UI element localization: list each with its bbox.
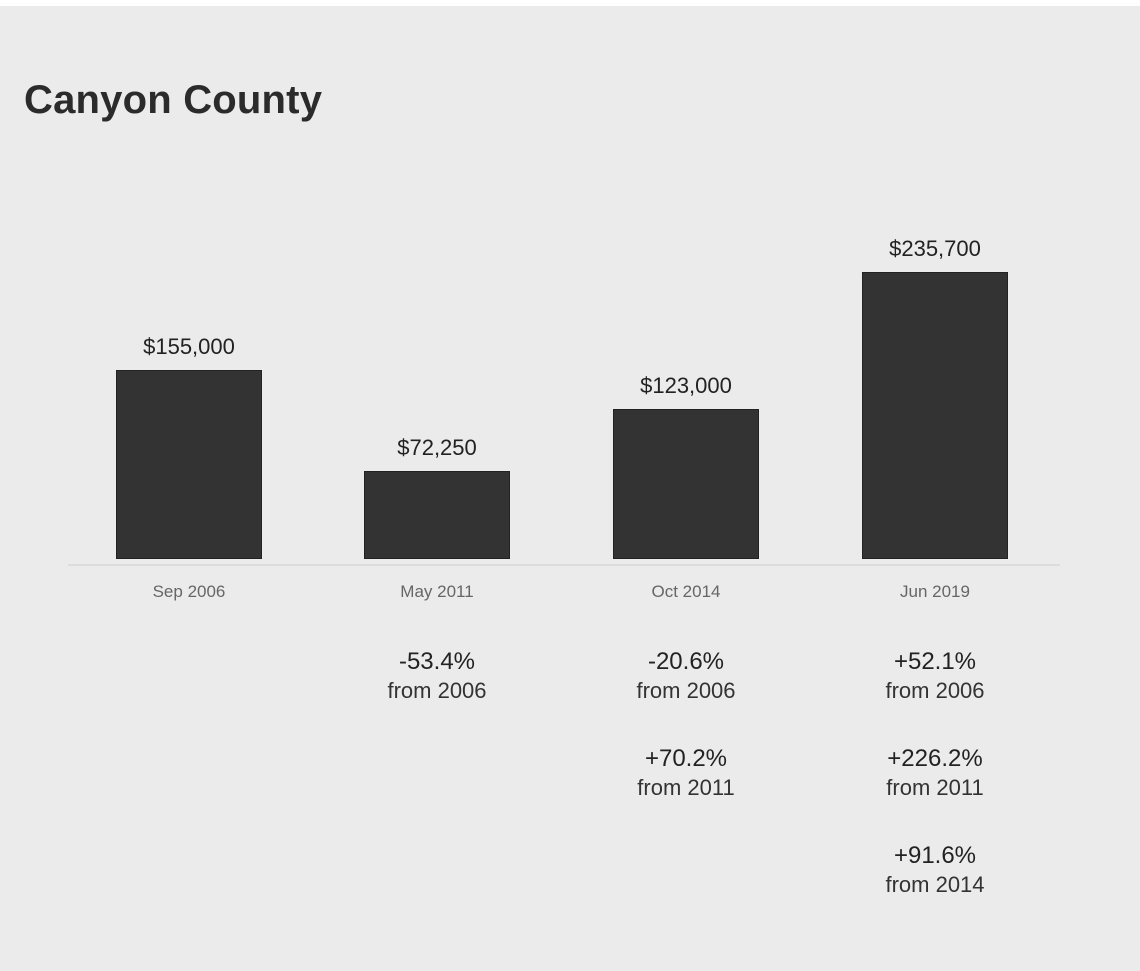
x-tick-label: Sep 2006 xyxy=(152,582,226,601)
change-reference: from 2014 xyxy=(885,872,985,897)
change-annotation: -53.4% from 2006 xyxy=(337,647,537,705)
x-tick-label: Jun 2019 xyxy=(900,582,970,601)
change-percent: +52.1% xyxy=(893,648,977,675)
change-percent: -53.4% xyxy=(398,648,476,675)
x-tick-label: May 2011 xyxy=(400,582,474,601)
change-annotation: +91.6% from 2014 xyxy=(835,841,1035,899)
change-reference: from 2011 xyxy=(637,775,735,800)
bar-may-2011 xyxy=(364,471,510,559)
change-percent: +70.2% xyxy=(644,745,728,772)
change-reference: from 2006 xyxy=(636,678,736,703)
bar-value-label: $72,250 xyxy=(397,435,477,460)
bar-value-label: $235,700 xyxy=(889,236,981,261)
x-axis-baseline xyxy=(68,564,1060,566)
change-reference: from 2006 xyxy=(387,678,487,703)
change-annotation: +226.2% from 2011 xyxy=(835,744,1035,802)
change-reference: from 2011 xyxy=(886,775,984,800)
bar-value-label: $123,000 xyxy=(640,373,732,398)
change-percent: +226.2% xyxy=(887,745,983,772)
bar-oct-2014 xyxy=(613,409,759,559)
chart-panel: Canyon County $155,000 Sep 2006 $72,250 May… xyxy=(0,6,1140,971)
change-percent: +91.6% xyxy=(893,842,977,869)
change-annotation: -20.6% from 2006 xyxy=(586,647,786,705)
bar-sep-2006 xyxy=(116,370,262,559)
bar-jun-2019 xyxy=(862,272,1008,559)
chart-title: Canyon County xyxy=(24,78,323,122)
change-annotation: +70.2% from 2011 xyxy=(586,744,786,802)
change-annotation: +52.1% from 2006 xyxy=(835,647,1035,705)
x-tick-label: Oct 2014 xyxy=(651,582,721,601)
change-percent: -20.6% xyxy=(647,648,725,675)
bar-value-label: $155,000 xyxy=(143,334,235,359)
change-reference: from 2006 xyxy=(885,678,985,703)
